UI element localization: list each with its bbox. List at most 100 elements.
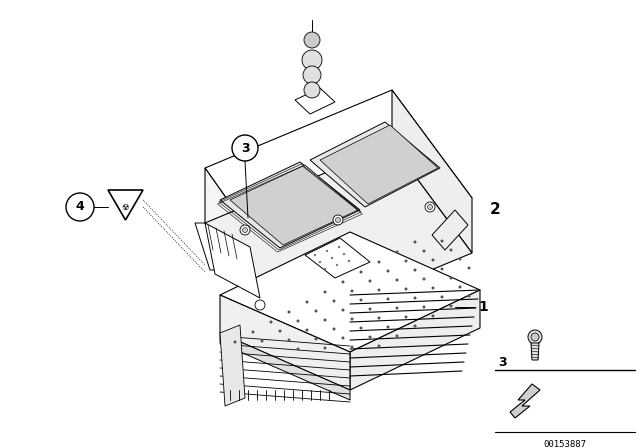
Circle shape: [335, 217, 340, 223]
Circle shape: [348, 260, 350, 262]
Circle shape: [326, 250, 328, 252]
Polygon shape: [305, 238, 370, 278]
Circle shape: [314, 337, 317, 340]
Circle shape: [378, 260, 381, 263]
Circle shape: [431, 258, 435, 262]
Text: 00153887: 00153887: [543, 440, 586, 448]
Circle shape: [296, 348, 300, 350]
Circle shape: [333, 327, 335, 331]
Circle shape: [413, 324, 417, 327]
Circle shape: [269, 320, 273, 323]
Circle shape: [369, 336, 371, 339]
Circle shape: [351, 289, 353, 293]
Circle shape: [333, 300, 335, 302]
Circle shape: [396, 306, 399, 310]
Text: 3: 3: [241, 142, 250, 155]
Polygon shape: [220, 295, 350, 390]
Circle shape: [413, 268, 417, 271]
Polygon shape: [230, 165, 358, 245]
Circle shape: [342, 336, 344, 340]
Polygon shape: [205, 223, 260, 298]
Circle shape: [314, 254, 316, 256]
Polygon shape: [205, 145, 472, 332]
Circle shape: [369, 307, 371, 310]
Circle shape: [66, 193, 94, 221]
Circle shape: [232, 135, 258, 161]
Circle shape: [449, 305, 452, 307]
Circle shape: [422, 277, 426, 280]
Circle shape: [396, 335, 399, 337]
Circle shape: [440, 296, 444, 298]
Circle shape: [425, 202, 435, 212]
Circle shape: [304, 32, 320, 48]
Polygon shape: [531, 343, 539, 360]
Circle shape: [296, 319, 300, 323]
Circle shape: [303, 66, 321, 84]
Circle shape: [342, 280, 344, 284]
Circle shape: [252, 331, 255, 333]
Circle shape: [240, 225, 250, 235]
Circle shape: [428, 204, 433, 210]
Circle shape: [331, 257, 333, 259]
Circle shape: [343, 253, 345, 255]
Circle shape: [360, 298, 362, 302]
Circle shape: [404, 288, 408, 290]
Circle shape: [302, 50, 322, 70]
Circle shape: [378, 289, 381, 292]
Polygon shape: [205, 168, 282, 332]
Polygon shape: [310, 122, 440, 207]
Circle shape: [369, 280, 371, 283]
Circle shape: [243, 228, 248, 233]
Circle shape: [260, 340, 264, 343]
Circle shape: [287, 339, 291, 341]
Circle shape: [467, 294, 470, 297]
Circle shape: [304, 82, 320, 98]
Polygon shape: [195, 223, 220, 270]
Circle shape: [458, 285, 461, 289]
Circle shape: [404, 259, 408, 263]
Circle shape: [431, 287, 435, 289]
Circle shape: [422, 250, 426, 253]
Polygon shape: [392, 90, 472, 253]
Text: 3: 3: [498, 357, 507, 370]
Circle shape: [378, 345, 381, 348]
Circle shape: [528, 330, 542, 344]
Polygon shape: [320, 125, 438, 204]
Text: 1: 1: [478, 300, 488, 314]
Circle shape: [467, 267, 470, 270]
Circle shape: [323, 290, 326, 293]
Circle shape: [431, 314, 435, 318]
Polygon shape: [220, 325, 245, 406]
Circle shape: [336, 264, 338, 266]
Circle shape: [278, 329, 282, 332]
Circle shape: [387, 326, 390, 328]
Circle shape: [396, 250, 399, 254]
Circle shape: [413, 297, 417, 300]
Circle shape: [255, 300, 265, 310]
Circle shape: [342, 309, 344, 311]
Circle shape: [404, 315, 408, 319]
Circle shape: [360, 271, 362, 273]
Circle shape: [449, 249, 452, 251]
Circle shape: [287, 310, 291, 314]
Circle shape: [440, 267, 444, 271]
Text: 4: 4: [76, 201, 84, 214]
Circle shape: [234, 340, 237, 344]
Circle shape: [351, 318, 353, 320]
Circle shape: [333, 215, 343, 225]
Polygon shape: [432, 210, 468, 250]
Circle shape: [387, 270, 390, 272]
Circle shape: [360, 327, 362, 329]
Text: 2: 2: [490, 202, 500, 217]
Polygon shape: [220, 232, 480, 352]
Polygon shape: [220, 333, 350, 400]
Circle shape: [449, 276, 452, 280]
Circle shape: [378, 316, 381, 319]
Text: ☢: ☢: [121, 202, 129, 211]
Circle shape: [396, 279, 399, 281]
Circle shape: [440, 240, 444, 242]
Circle shape: [323, 319, 326, 322]
Circle shape: [319, 261, 321, 263]
Polygon shape: [295, 88, 335, 114]
Circle shape: [531, 333, 539, 341]
